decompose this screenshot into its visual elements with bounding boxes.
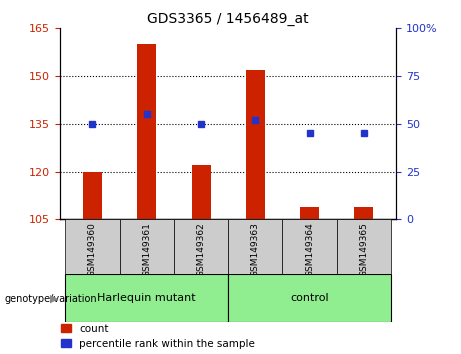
Bar [192, 165, 211, 219]
Bar [137, 44, 156, 219]
Text: GSM149362: GSM149362 [196, 222, 206, 277]
Text: GSM149365: GSM149365 [360, 222, 368, 277]
Title: GDS3365 / 1456489_at: GDS3365 / 1456489_at [148, 12, 309, 26]
Legend: count, percentile rank within the sample: count, percentile rank within the sample [60, 324, 255, 349]
Bar [283, 219, 337, 274]
Bar [246, 70, 265, 219]
Bar [120, 219, 174, 274]
Bar [83, 172, 102, 219]
Text: control: control [290, 293, 329, 303]
Text: genotype/variation: genotype/variation [5, 294, 97, 304]
Text: GSM149360: GSM149360 [88, 222, 97, 277]
Text: GSM149361: GSM149361 [142, 222, 151, 277]
Bar [228, 274, 391, 322]
Text: GSM149364: GSM149364 [305, 222, 314, 277]
Bar [355, 207, 373, 219]
Bar [337, 219, 391, 274]
Bar [300, 207, 319, 219]
Bar [65, 219, 120, 274]
Bar [174, 219, 228, 274]
Text: Harlequin mutant: Harlequin mutant [97, 293, 196, 303]
Text: GSM149363: GSM149363 [251, 222, 260, 277]
Text: ▶: ▶ [50, 294, 59, 304]
Bar [65, 274, 228, 322]
Bar [228, 219, 283, 274]
